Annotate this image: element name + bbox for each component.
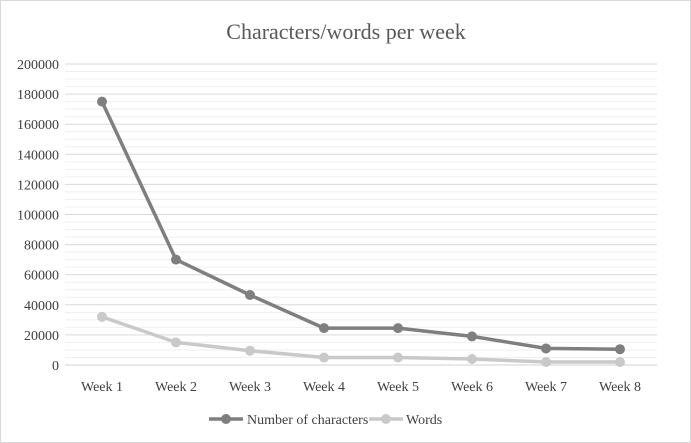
data-point [393, 352, 403, 363]
y-tick-label: 120000 [17, 178, 59, 193]
data-point [319, 352, 329, 363]
legend-label: Number of characters [247, 413, 368, 428]
data-point [245, 290, 255, 301]
y-tick-label: 60000 [24, 269, 59, 284]
data-point [171, 337, 181, 348]
x-tick-label: Week 2 [155, 380, 197, 395]
y-tick-label: 180000 [17, 88, 59, 103]
y-axis-tick-labels: 0 20000 40000 60000 80000 100000 120000 140000 1… [17, 58, 59, 374]
data-point [319, 323, 329, 334]
legend-item: Number of characters [209, 413, 368, 428]
data-point [97, 96, 107, 107]
legend: Number of characters Words [209, 413, 442, 428]
legend-marker [221, 414, 231, 424]
y-tick-label: 100000 [17, 209, 59, 224]
y-tick-label: 20000 [24, 329, 59, 344]
x-axis-tick-labels: Week 1 Week 2 Week 3 Week 4 Week 5 Week 6 Week… [81, 380, 641, 395]
data-point [467, 331, 477, 342]
data-point [541, 343, 551, 354]
data-point [97, 311, 107, 322]
y-tick-label: 40000 [24, 299, 59, 314]
y-tick-label: 160000 [17, 118, 59, 133]
series-layer [97, 96, 625, 367]
data-point [615, 356, 625, 367]
data-point [171, 254, 181, 265]
y-tick-label: 140000 [17, 148, 59, 163]
series-words [97, 311, 625, 367]
series-line [101, 315, 620, 364]
y-tick-label: 200000 [17, 58, 59, 73]
y-tick-label: 80000 [24, 239, 59, 254]
x-tick-label: Week 5 [377, 380, 419, 395]
y-tick-label: 0 [52, 359, 59, 374]
x-tick-label: Week 7 [525, 380, 567, 395]
data-point [245, 345, 255, 356]
major-gridlines [65, 63, 657, 366]
x-tick-label: Week 4 [303, 380, 345, 395]
data-point [393, 323, 403, 334]
data-point [541, 356, 551, 367]
legend-label: Words [406, 413, 442, 428]
data-point [615, 344, 625, 355]
x-tick-label: Week 6 [451, 380, 493, 395]
chart-title: Characters/words per week [226, 19, 465, 44]
series-line [100, 100, 621, 351]
minor-gridlines [65, 71, 657, 358]
x-tick-label: Week 8 [599, 380, 641, 395]
series-characters [97, 96, 625, 355]
data-point [467, 353, 477, 364]
legend-marker [381, 414, 391, 424]
legend-item: Words [369, 413, 442, 428]
x-tick-label: Week 1 [81, 380, 123, 395]
x-tick-label: Week 3 [229, 380, 271, 395]
